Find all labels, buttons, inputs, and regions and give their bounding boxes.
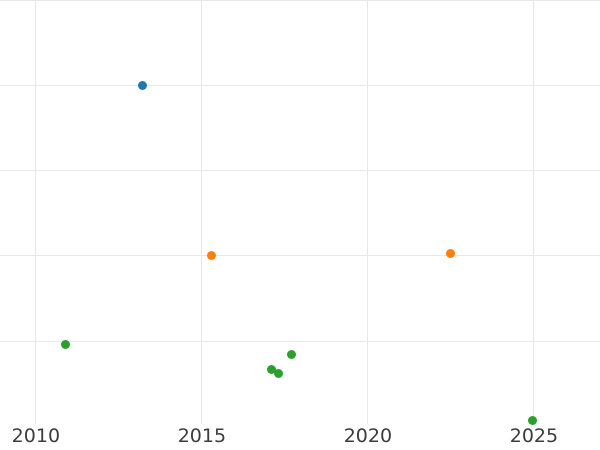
x-tick-label: 2025 (509, 425, 559, 447)
x-gridline (201, 0, 203, 424)
y-gridline (0, 84, 600, 86)
data-point-green-series (527, 415, 537, 425)
y-gridline (0, 255, 600, 257)
data-point-blue-series (137, 80, 147, 90)
x-tick-label: 2020 (343, 425, 393, 447)
data-point-green-series (273, 368, 283, 378)
data-point-green-series (61, 339, 71, 349)
x-gridline (367, 0, 369, 424)
x-gridline (35, 0, 37, 424)
y-gridline (0, 340, 600, 342)
data-point-orange-series (446, 248, 456, 258)
data-point-orange-series (207, 251, 217, 261)
y-gridline (0, 170, 600, 171)
data-point-green-series (267, 364, 277, 374)
x-gridline (533, 0, 535, 424)
x-tick-label: 2015 (177, 425, 227, 447)
x-tick-label: 2010 (11, 425, 61, 447)
data-point-green-series (287, 350, 297, 360)
y-gridline (0, 0, 600, 1)
